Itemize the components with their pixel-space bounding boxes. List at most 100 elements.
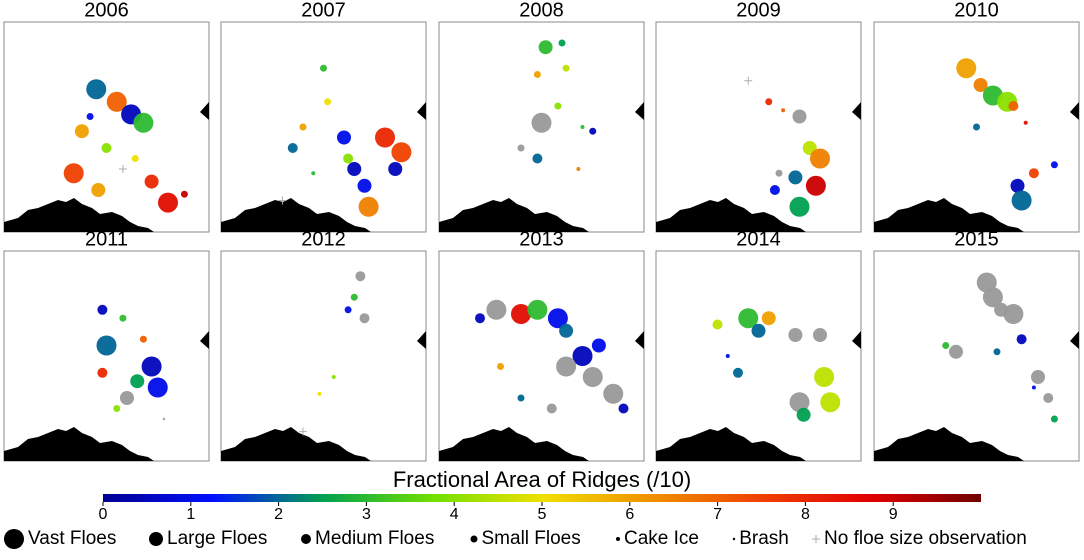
- floe-point: [733, 367, 743, 378]
- floe-point: [533, 71, 541, 78]
- floe-point: [311, 171, 316, 176]
- floe-point: [517, 144, 525, 152]
- floe-point: [517, 394, 525, 402]
- panel-title: 2012: [301, 228, 346, 250]
- floe-point: [350, 293, 358, 301]
- floe-point: [74, 124, 89, 139]
- floe-point: [1031, 370, 1045, 384]
- floe-point: [1008, 101, 1019, 111]
- floe-point: [1031, 385, 1036, 390]
- floe-point: [580, 125, 585, 129]
- floe-point: [375, 127, 395, 148]
- panel: 2009: [655, 0, 862, 233]
- floe-point: [789, 196, 810, 217]
- colorbar-tick-label: 1: [186, 506, 195, 523]
- floe-point: [956, 58, 977, 79]
- legend-label: Medium Floes: [315, 528, 434, 549]
- floe-point: [751, 323, 766, 338]
- floe-point: [147, 377, 168, 398]
- floe-point: [355, 271, 366, 282]
- floe-point: [993, 348, 1001, 356]
- legend-symbol: [149, 532, 163, 546]
- floe-point: [144, 174, 159, 189]
- panel-title: 2007: [301, 0, 346, 21]
- legend-label: No floe size observation: [824, 528, 1027, 549]
- floe-point: [618, 403, 629, 414]
- floe-point: [120, 391, 134, 405]
- floe-point: [788, 170, 803, 185]
- colorbar-tick-label: 7: [713, 506, 722, 523]
- floe-point: [391, 142, 412, 163]
- floe-point: [572, 346, 593, 366]
- legend-label: Large Floes: [167, 528, 267, 549]
- panel-frame: [873, 250, 1080, 462]
- floe-point: [475, 313, 485, 324]
- floe-point: [358, 196, 379, 217]
- panel: 2014: [655, 228, 862, 462]
- legend-symbol: [732, 537, 736, 541]
- floe-point: [1016, 334, 1027, 345]
- floe-point: [789, 392, 810, 413]
- floe-point: [158, 192, 178, 213]
- colorbar-title: Fractional Area of Ridges (/10): [393, 467, 691, 492]
- floe-point: [949, 344, 963, 359]
- floe-point: [287, 143, 298, 153]
- floe-point: [1010, 178, 1025, 193]
- floe-point: [1050, 415, 1058, 423]
- floe-point: [86, 79, 107, 100]
- legend-symbol: [616, 537, 620, 541]
- panel-title: 2009: [736, 0, 781, 21]
- floe-point: [113, 405, 121, 412]
- floe-point: [337, 130, 351, 145]
- legend-symbol: [301, 534, 311, 544]
- panel-frame: [655, 21, 862, 233]
- floe-point: [1023, 120, 1028, 125]
- floe-point: [63, 163, 84, 184]
- floe-point: [141, 356, 162, 377]
- floe-point: [118, 165, 127, 173]
- floe-point: [761, 311, 776, 326]
- floe-point: [603, 383, 624, 404]
- floe-point: [299, 427, 307, 436]
- legend-symbol: [470, 535, 478, 543]
- panel: 2011: [3, 228, 210, 462]
- panel: 2010: [873, 0, 1080, 233]
- floe-point: [119, 314, 127, 322]
- floe-point: [278, 196, 287, 205]
- floe-point: [324, 98, 332, 106]
- legend-label: Brash: [739, 528, 789, 549]
- panel-frame: [220, 21, 427, 233]
- floe-point: [813, 328, 827, 342]
- floe-point: [556, 356, 577, 377]
- floe-point: [942, 342, 950, 349]
- legend-symbol: [812, 535, 820, 543]
- floe-point: [558, 39, 566, 47]
- floe-point: [527, 299, 548, 320]
- floe-point: [546, 403, 557, 414]
- floe-point: [357, 178, 372, 193]
- panel-title: 2006: [84, 0, 129, 21]
- floe-point: [320, 64, 327, 72]
- floe-point: [775, 169, 783, 177]
- floe-point: [820, 392, 841, 413]
- panel-title: 2010: [954, 0, 999, 21]
- floe-point: [139, 335, 147, 343]
- floe-point: [91, 183, 106, 197]
- floe-point: [347, 162, 362, 176]
- legend-label: Vast Floes: [28, 528, 116, 549]
- floe-point: [388, 162, 403, 176]
- floe-point: [511, 304, 531, 324]
- floe-point: [133, 112, 154, 133]
- panel-title: 2013: [519, 228, 564, 250]
- floe-point: [562, 64, 570, 72]
- floe-point: [554, 102, 562, 110]
- floe-point: [805, 175, 826, 196]
- panel-frame: [3, 250, 210, 462]
- panel: 2007: [220, 0, 427, 233]
- floe-point: [982, 287, 1003, 308]
- colorbar-tick-label: 2: [274, 506, 283, 523]
- panel-frame: [220, 250, 427, 462]
- colorbar-tick-label: 9: [889, 506, 898, 523]
- panel: 2008: [438, 0, 645, 233]
